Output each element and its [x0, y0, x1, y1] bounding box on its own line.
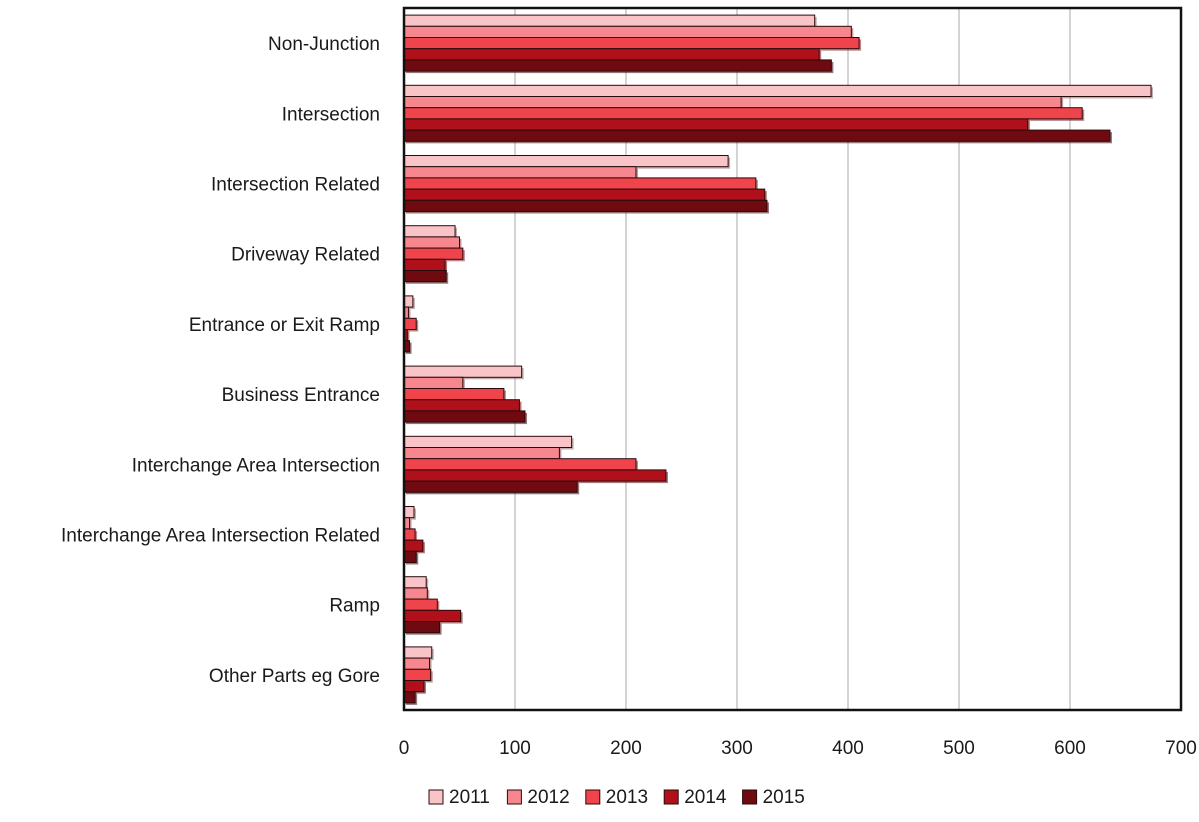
x-tick-300: 300: [721, 738, 753, 759]
x-tick-500: 500: [943, 738, 975, 759]
x-tick-100: 100: [499, 738, 531, 759]
category-label-non-junction: Non-Junction: [268, 34, 380, 55]
x-tick-0: 0: [399, 738, 410, 759]
bar-intersection-related-2013: [403, 177, 757, 190]
legend-label-2012: 2012: [527, 787, 569, 808]
plot-border: [402, 6, 1183, 712]
plot-frame: [402, 6, 1183, 712]
bar-ramp-2014: [403, 609, 462, 622]
bar-business-entrance-2013: [403, 388, 505, 401]
legend-swatch-2015: [742, 789, 758, 805]
bar-business-entrance-2015: [403, 410, 526, 423]
bar-non-junction-2012: [403, 25, 852, 38]
bar-non-junction-2015: [403, 59, 832, 72]
bar-intersection-related-2012: [403, 166, 637, 179]
category-label-other-parts-eg-gore: Other Parts eg Gore: [209, 666, 380, 687]
bar-other-parts-eg-gore-2014: [403, 680, 425, 693]
x-tick-400: 400: [832, 738, 864, 759]
legend-item-2014: 2014: [663, 787, 727, 808]
bar-interchange-area-intersection-related-2013: [403, 528, 416, 541]
category-label-interchange-area-intersection: Interchange Area Intersection: [132, 455, 380, 476]
bar-interchange-area-intersection-2015: [403, 480, 578, 493]
bar-non-junction-2013: [403, 37, 860, 50]
bar-other-parts-eg-gore-2011: [403, 646, 433, 659]
legend-item-2011: 2011: [428, 787, 490, 808]
bar-driveway-related-2011: [403, 225, 456, 238]
category-label-interchange-area-intersection-related: Interchange Area Intersection Related: [61, 526, 380, 547]
bar-ramp-2013: [403, 598, 438, 611]
bar-intersection-2011: [403, 84, 1152, 98]
legend-swatch-2013: [585, 789, 601, 805]
bar-ramp-2012: [403, 587, 428, 600]
x-tick-600: 600: [1054, 738, 1086, 759]
legend-item-2012: 2012: [506, 787, 570, 808]
bar-business-entrance-2011: [403, 365, 523, 378]
category-label-ramp: Ramp: [329, 596, 380, 617]
bar-interchange-area-intersection-2013: [403, 458, 637, 471]
bar-intersection-2013: [403, 107, 1083, 120]
legend-label-2011: 2011: [449, 787, 490, 808]
bar-interchange-area-intersection-related-2015: [403, 550, 417, 563]
bar-interchange-area-intersection-2012: [403, 447, 560, 460]
legend-label-2013: 2013: [606, 787, 648, 808]
bar-other-parts-eg-gore-2012: [403, 657, 431, 670]
bar-interchange-area-intersection-related-2014: [403, 539, 424, 552]
bar-interchange-area-intersection-2014: [403, 469, 667, 482]
legend-label-2014: 2014: [684, 787, 727, 808]
legend-item-2015: 2015: [742, 787, 805, 808]
bar-interchange-area-intersection-2011: [403, 435, 573, 448]
x-tick-700: 700: [1165, 738, 1197, 759]
category-label-intersection: Intersection: [282, 104, 380, 125]
bar-entrance-or-exit-ramp-2013: [403, 317, 417, 330]
legend-swatch-2011: [428, 789, 444, 805]
bar-other-parts-eg-gore-2015: [403, 691, 416, 704]
bar-intersection-2015: [403, 129, 1111, 142]
bar-intersection-2012: [403, 96, 1062, 109]
x-tick-200: 200: [610, 738, 642, 759]
bar-driveway-related-2012: [403, 236, 460, 249]
category-label-business-entrance: Business Entrance: [222, 385, 380, 406]
bar-intersection-related-2014: [403, 188, 766, 201]
legend-swatch-2014: [663, 789, 679, 805]
legend-item-2013: 2013: [585, 787, 648, 808]
bar-non-junction-2011: [403, 14, 816, 27]
bar-ramp-2011: [403, 576, 427, 589]
bar-business-entrance-2014: [403, 399, 520, 412]
bar-non-junction-2014: [403, 48, 820, 61]
bar-driveway-related-2015: [403, 270, 447, 283]
bar-entrance-or-exit-ramp-2011: [403, 295, 414, 308]
bar-business-entrance-2012: [403, 376, 464, 389]
legend-label-2015: 2015: [763, 787, 805, 808]
bar-driveway-related-2013: [403, 247, 464, 260]
bar-interchange-area-intersection-related-2011: [403, 506, 415, 519]
legend: 2011 2012 2013 2014 2015: [428, 787, 805, 808]
bar-intersection-related-2015: [403, 199, 768, 213]
bar-intersection-related-2011: [403, 155, 729, 168]
category-label-entrance-or-exit-ramp: Entrance or Exit Ramp: [189, 315, 380, 336]
bar-intersection-2014: [403, 118, 1029, 131]
x-tick-labels: 0 100 200 300 400 500 600 700: [399, 738, 1197, 759]
bar-other-parts-eg-gore-2013: [403, 668, 432, 681]
category-labels: Non-Junction Intersection Intersection Rel…: [61, 34, 380, 687]
category-label-driveway-related: Driveway Related: [231, 245, 380, 266]
category-label-intersection-related: Intersection Related: [211, 175, 380, 196]
bars: [403, 14, 1154, 705]
bar-ramp-2015: [403, 621, 441, 634]
legend-swatch-2012: [506, 789, 522, 805]
bar-driveway-related-2014: [403, 258, 446, 271]
